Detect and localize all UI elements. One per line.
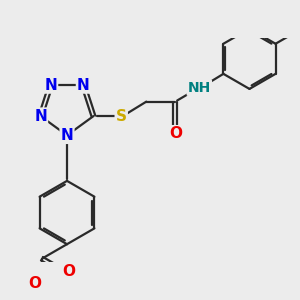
Text: O: O (28, 276, 41, 291)
Text: O: O (62, 264, 75, 279)
Text: O: O (169, 126, 182, 141)
Text: NH: NH (188, 81, 211, 95)
Text: N: N (77, 78, 90, 93)
Text: N: N (61, 128, 74, 143)
Text: N: N (44, 78, 57, 93)
Text: S: S (116, 109, 127, 124)
Text: N: N (34, 109, 47, 124)
